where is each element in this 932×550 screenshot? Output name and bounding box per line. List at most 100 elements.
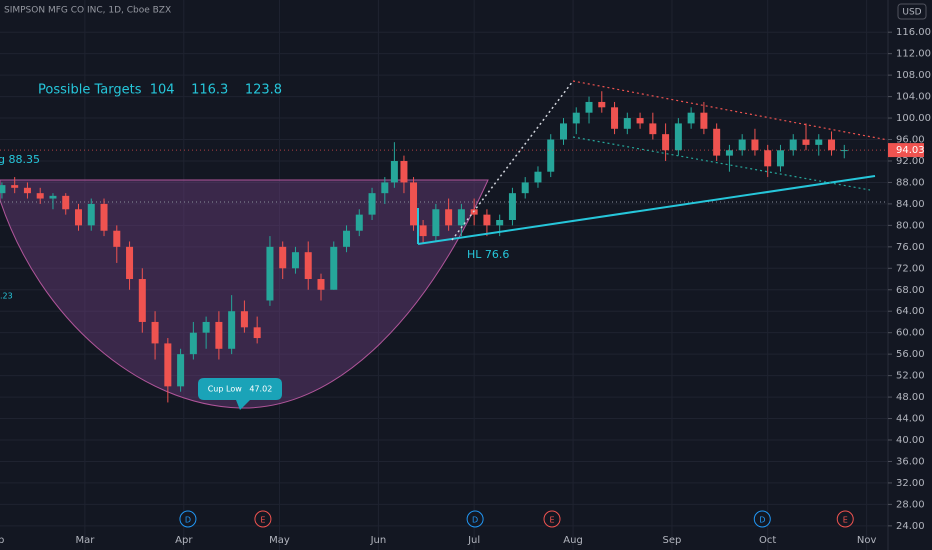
y-tick-label: 116.00 — [896, 27, 931, 38]
candle-body — [189, 332, 197, 355]
y-tick-label: 52.00 — [896, 371, 925, 382]
axis-labels: 24.00 28.00 32.00 36.00 40.00 44.00 48.00 52.00… — [0, 27, 931, 546]
candle-body — [62, 195, 70, 210]
y-tick-label: 80.00 — [896, 220, 925, 231]
targets-note: Possible Targets 104 116.3 123.8 — [38, 83, 282, 98]
candle-body — [687, 112, 695, 124]
candle-body — [776, 150, 784, 167]
hl-note: HL 76.6 — [467, 248, 509, 261]
event-marker — [466, 510, 484, 528]
candle-body — [598, 101, 606, 108]
candle-body — [11, 185, 19, 188]
candle-body — [381, 182, 389, 194]
candle-body — [343, 230, 351, 247]
event-marker — [753, 510, 771, 528]
y-tick-label: 112.00 — [896, 49, 931, 60]
candle-body — [547, 139, 555, 172]
candle-body — [240, 311, 248, 328]
chart-title: SIMPSON MFG CO INC, 1D, Cboe BZX — [4, 6, 171, 16]
candle-body — [713, 128, 721, 156]
x-tick-label: May — [269, 535, 290, 546]
x-tick-label: Aug — [563, 535, 583, 546]
y-tick-label: 28.00 — [896, 499, 925, 510]
candle-body — [815, 139, 823, 145]
candle-body — [202, 321, 210, 333]
candle-body — [674, 123, 682, 151]
candles — [0, 91, 888, 403]
event-label: D — [759, 516, 765, 525]
candle-body — [266, 246, 274, 301]
event-marker — [179, 510, 197, 528]
candle-body — [304, 252, 312, 280]
candle-body — [291, 252, 299, 269]
channel-bottom — [572, 136, 871, 191]
candle-body — [802, 139, 810, 145]
x-tick-label: Mar — [75, 535, 95, 546]
candle-body — [789, 139, 797, 151]
candle-body — [483, 214, 491, 226]
candle-body — [151, 321, 159, 344]
candle-body — [738, 139, 746, 151]
callout-bubble — [198, 378, 282, 410]
candle-body — [611, 107, 619, 129]
candle-body — [74, 209, 82, 226]
avg-note: g 88.35 — [0, 153, 40, 166]
candle-body — [636, 118, 644, 124]
x-tick-label: Oct — [759, 535, 776, 546]
candle-body — [700, 112, 708, 129]
event-label: E — [843, 516, 848, 525]
candle-body — [330, 246, 338, 290]
candle-body — [253, 327, 261, 339]
y-tick-label: 88.00 — [896, 177, 925, 188]
candle-body — [559, 123, 567, 140]
y-tick-label: 104.00 — [896, 92, 931, 103]
y-tick-label: 84.00 — [896, 199, 925, 210]
flagpole-line — [451, 80, 574, 241]
last-price-box — [888, 143, 924, 158]
y-tick-label: 96.00 — [896, 135, 925, 146]
event-label: E — [549, 516, 554, 525]
x-tick-label: Apr — [175, 535, 193, 546]
currency-box — [897, 3, 927, 20]
candle-body — [572, 112, 580, 124]
candle-body — [521, 182, 529, 194]
event-label: D — [472, 516, 478, 525]
y-tick-label: 72.00 — [896, 263, 925, 274]
candle-body — [457, 209, 465, 226]
x-tick-label: Jun — [370, 535, 387, 546]
candle-body — [390, 160, 398, 183]
y-tick-label: 76.00 — [896, 242, 925, 253]
candle-body — [368, 193, 376, 215]
candle-body — [828, 139, 836, 151]
y-tick-label: 32.00 — [896, 478, 925, 489]
last-price-label: 94.03 — [896, 145, 925, 156]
candle-body — [496, 220, 504, 226]
candle-body — [445, 209, 453, 226]
y-tick-label: 44.00 — [896, 414, 925, 425]
candle-body — [317, 279, 325, 290]
candle-body — [228, 311, 236, 349]
y-tick-label: 36.00 — [896, 456, 925, 467]
candle-body — [725, 150, 733, 156]
candle-body — [508, 193, 516, 220]
y-tick-label: 24.00 — [896, 521, 925, 532]
cup-low-note: Cup Low 47.02 — [208, 385, 273, 394]
candle-body — [215, 321, 223, 349]
candle-body — [585, 101, 593, 113]
event-label: D — [185, 516, 191, 525]
x-tick-label: Nov — [857, 535, 877, 546]
candle-body — [432, 209, 440, 237]
x-tick-label: Sep — [663, 535, 682, 546]
candle-body — [113, 230, 121, 247]
y-tick-label: 100.00 — [896, 113, 931, 124]
candle-body — [410, 182, 418, 226]
event-marker — [836, 510, 854, 528]
y-tick-label: 48.00 — [896, 392, 925, 403]
candle-body — [100, 203, 108, 231]
candle-body — [36, 193, 44, 199]
price-axis — [888, 0, 932, 550]
candle-body — [764, 150, 772, 167]
candle-body — [419, 225, 427, 237]
